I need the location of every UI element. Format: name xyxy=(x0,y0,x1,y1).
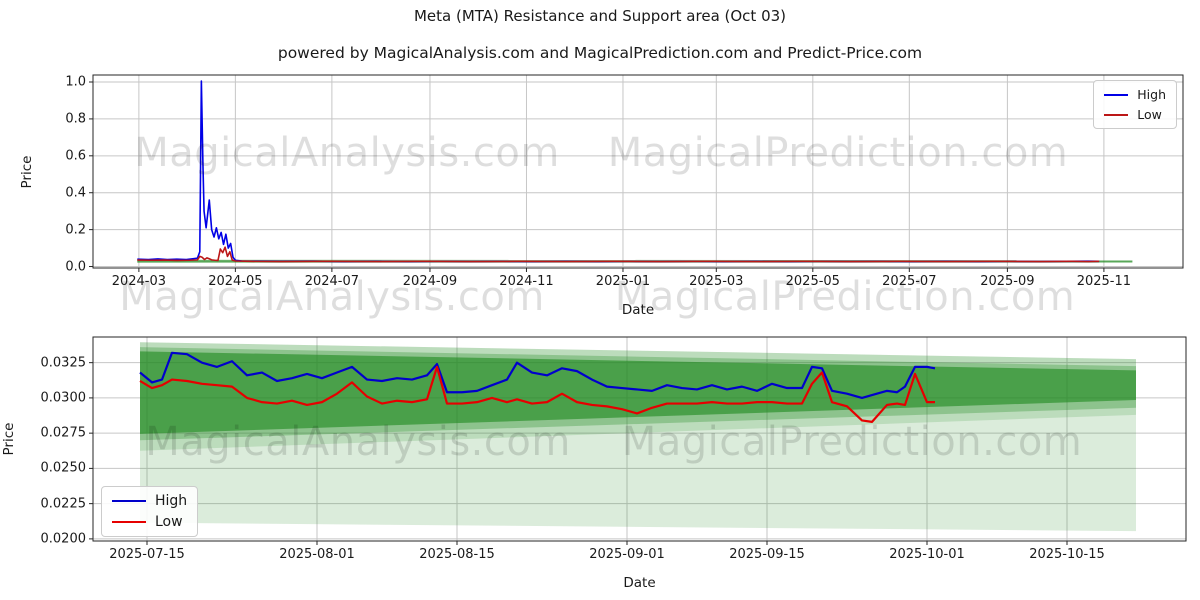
chart-subtitle: powered by MagicalAnalysis.com and Magic… xyxy=(277,44,923,62)
plot-border xyxy=(92,336,1187,542)
x-tick-label: 2024-03 xyxy=(111,274,167,289)
legend-label: High xyxy=(155,493,188,509)
high-line xyxy=(137,80,1100,263)
low-line xyxy=(139,365,935,423)
legend-label: Low xyxy=(1137,107,1162,122)
y-tick-label: 0.0 xyxy=(65,259,86,275)
legend-item-high: High xyxy=(1104,87,1166,102)
x-tick-label: 2025-10-01 xyxy=(889,547,965,562)
x-axis-label: Date xyxy=(621,302,655,318)
support-resistance-band xyxy=(140,351,1136,434)
y-tick-label: 0.0300 xyxy=(40,390,87,406)
high-legend-swatch xyxy=(1104,93,1129,96)
low-line xyxy=(137,246,1100,263)
low-legend-swatch xyxy=(112,521,146,523)
low-legend-swatch xyxy=(1104,113,1129,116)
legend-item-low: Low xyxy=(112,514,187,530)
y-tick-label: 1.0 xyxy=(65,74,86,90)
legend-item-high: High xyxy=(112,493,187,509)
y-tick-label: 0.4 xyxy=(65,185,86,201)
x-tick-label: 2025-08-15 xyxy=(419,547,495,562)
chart-title: Meta (MTA) Resistance and Support area (… xyxy=(413,7,787,25)
y-tick-label: 0.0225 xyxy=(40,496,87,512)
y-tick-label: 0.8 xyxy=(65,111,86,127)
x-tick-label: 2024-05 xyxy=(208,274,263,289)
x-tick-label: 2025-07 xyxy=(882,274,937,289)
x-tick-label: 2025-09-01 xyxy=(589,547,665,562)
high-line xyxy=(139,351,936,400)
y-tick-label: 0.0275 xyxy=(40,425,87,441)
legend: High Low xyxy=(101,486,199,537)
y-tick-label: 0.0200 xyxy=(40,531,87,547)
legend-label: High xyxy=(1137,87,1166,102)
x-tick-label: 2025-11 xyxy=(1076,274,1132,289)
x-tick-label: 2024-07 xyxy=(304,274,360,289)
y-tick-label: 0.2 xyxy=(65,222,86,238)
x-tick-label: 2025-01 xyxy=(595,274,651,289)
y-axis-label: Price xyxy=(1,422,17,456)
plot-border xyxy=(92,74,1184,269)
x-tick-label: 2024-11 xyxy=(499,274,554,289)
bottom-chart-plot-area: Price Date High Low 2025-07-15 2025-08-01 2… xyxy=(1,336,1187,591)
x-tick-label: 2024-09 xyxy=(402,274,458,289)
legend: High Low xyxy=(1093,80,1177,129)
chart-canvas xyxy=(89,74,1184,272)
x-tick-label: 2025-03 xyxy=(689,274,744,289)
x-tick-label: 2025-05 xyxy=(785,274,840,289)
x-tick-label: 2025-09 xyxy=(980,274,1035,289)
x-axis-label: Date xyxy=(623,575,656,591)
x-tick-label: 2025-10-15 xyxy=(1029,547,1105,562)
y-axis-label: Price xyxy=(19,155,35,188)
x-tick-label: 2025-08-01 xyxy=(279,547,355,562)
high-legend-swatch xyxy=(112,500,146,502)
y-tick-label: 0.0325 xyxy=(40,355,87,371)
y-tick-label: 0.0250 xyxy=(40,460,87,476)
legend-label: Low xyxy=(155,514,183,530)
x-tick-label: 2025-07-15 xyxy=(109,547,185,562)
top-chart-plot-area: Price Date High Low 2024-03 2024-05 2024-07… xyxy=(19,74,1184,318)
chart-canvas xyxy=(89,336,1187,545)
x-tick-label: 2025-09-15 xyxy=(729,547,805,562)
legend-item-low: Low xyxy=(1104,107,1166,122)
y-tick-label: 0.6 xyxy=(65,148,86,164)
